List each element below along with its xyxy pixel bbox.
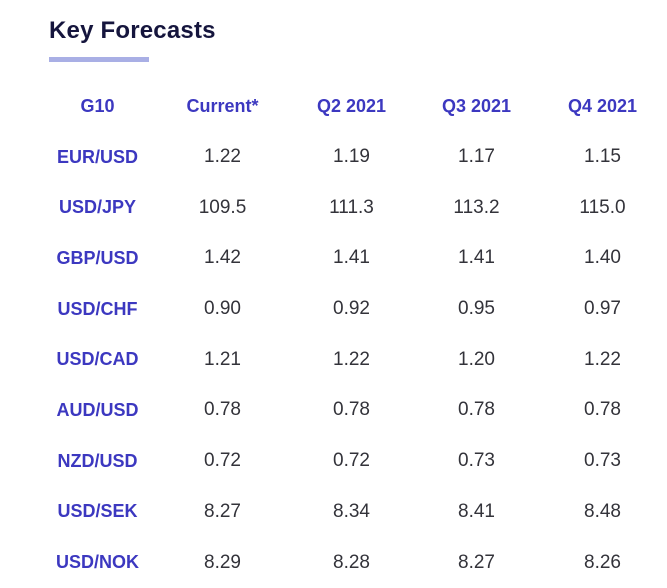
- pair-cell: EUR/USD: [56, 146, 138, 167]
- value-cell: 1.41: [458, 247, 495, 269]
- value-cell: 1.22: [333, 348, 370, 370]
- value-cell: 0.97: [584, 298, 621, 320]
- pair-cell: NZD/USD: [57, 450, 138, 471]
- column-header-q3-2021: Q3 2021: [441, 95, 512, 116]
- value-cell: 8.29: [204, 551, 241, 573]
- column-header-g10: G10: [80, 95, 115, 116]
- table-row: EUR/USD 1.22 1.19 1.17 1.15: [40, 132, 665, 183]
- pair-cell: GBP/USD: [56, 247, 139, 268]
- value-cell: 115.0: [579, 196, 626, 218]
- page-title: Key Forecasts: [49, 17, 216, 44]
- table-row: AUD/USD 0.78 0.78 0.78 0.78: [40, 385, 665, 436]
- column-header-current: Current*: [186, 95, 259, 116]
- value-cell: 0.90: [204, 298, 241, 320]
- value-cell: 8.27: [204, 500, 241, 522]
- table-row: USD/JPY 109.5 111.3 113.2 115.0: [40, 182, 665, 233]
- value-cell: 0.73: [584, 450, 621, 472]
- title-underline-accent: [49, 57, 149, 62]
- value-cell: 0.78: [584, 399, 621, 421]
- value-cell: 0.72: [204, 450, 241, 472]
- value-cell: 1.19: [333, 146, 370, 168]
- value-cell: 1.15: [584, 146, 621, 168]
- pair-cell: USD/CAD: [56, 349, 139, 370]
- value-cell: 109.5: [198, 196, 247, 218]
- table-row: GBP/USD 1.42 1.41 1.41 1.40: [40, 233, 665, 284]
- value-cell: 1.42: [204, 247, 241, 269]
- table-row: USD/NOK 8.29 8.28 8.27 8.26: [40, 537, 665, 588]
- value-cell: 1.22: [204, 146, 241, 168]
- value-cell: 1.20: [458, 348, 495, 370]
- value-cell: 0.72: [333, 450, 370, 472]
- value-cell: 1.22: [584, 348, 621, 370]
- value-cell: 1.17: [458, 146, 495, 168]
- pair-cell: USD/CHF: [57, 298, 138, 319]
- value-cell: 8.48: [584, 500, 621, 522]
- table-header-row: G10 Current* Q2 2021 Q3 2021 Q4 2021: [40, 81, 665, 132]
- value-cell: 0.92: [333, 298, 370, 320]
- value-cell: 111.3: [329, 196, 374, 218]
- value-cell: 8.41: [458, 500, 495, 522]
- table-row: NZD/USD 0.72 0.72 0.73 0.73: [40, 436, 665, 487]
- column-header-q4-2021: Q4 2021: [567, 95, 638, 116]
- value-cell: 8.26: [584, 551, 621, 573]
- column-header-q2-2021: Q2 2021: [316, 95, 387, 116]
- table-row: USD/SEK 8.27 8.34 8.41 8.48: [40, 487, 665, 538]
- value-cell: 8.28: [333, 551, 370, 573]
- value-cell: 0.78: [333, 399, 370, 421]
- forecasts-table: G10 Current* Q2 2021 Q3 2021 Q4 2021 EUR…: [40, 81, 665, 588]
- pair-cell: USD/NOK: [55, 552, 139, 573]
- value-cell: 8.27: [458, 551, 495, 573]
- value-cell: 8.34: [333, 500, 370, 522]
- table-row: USD/CHF 0.90 0.92 0.95 0.97: [40, 284, 665, 335]
- value-cell: 1.40: [584, 247, 621, 269]
- pair-cell: AUD/USD: [56, 399, 139, 420]
- value-cell: 113.2: [453, 196, 500, 218]
- value-cell: 0.78: [458, 399, 495, 421]
- value-cell: 0.95: [458, 298, 495, 320]
- table-row: USD/CAD 1.21 1.22 1.20 1.22: [40, 334, 665, 385]
- value-cell: 1.41: [333, 247, 370, 269]
- value-cell: 0.78: [204, 399, 241, 421]
- pair-cell: USD/JPY: [58, 197, 137, 218]
- key-forecasts-section: Key Forecasts: [0, 0, 667, 62]
- pair-cell: USD/SEK: [57, 501, 138, 522]
- value-cell: 0.73: [458, 450, 495, 472]
- value-cell: 1.21: [204, 348, 241, 370]
